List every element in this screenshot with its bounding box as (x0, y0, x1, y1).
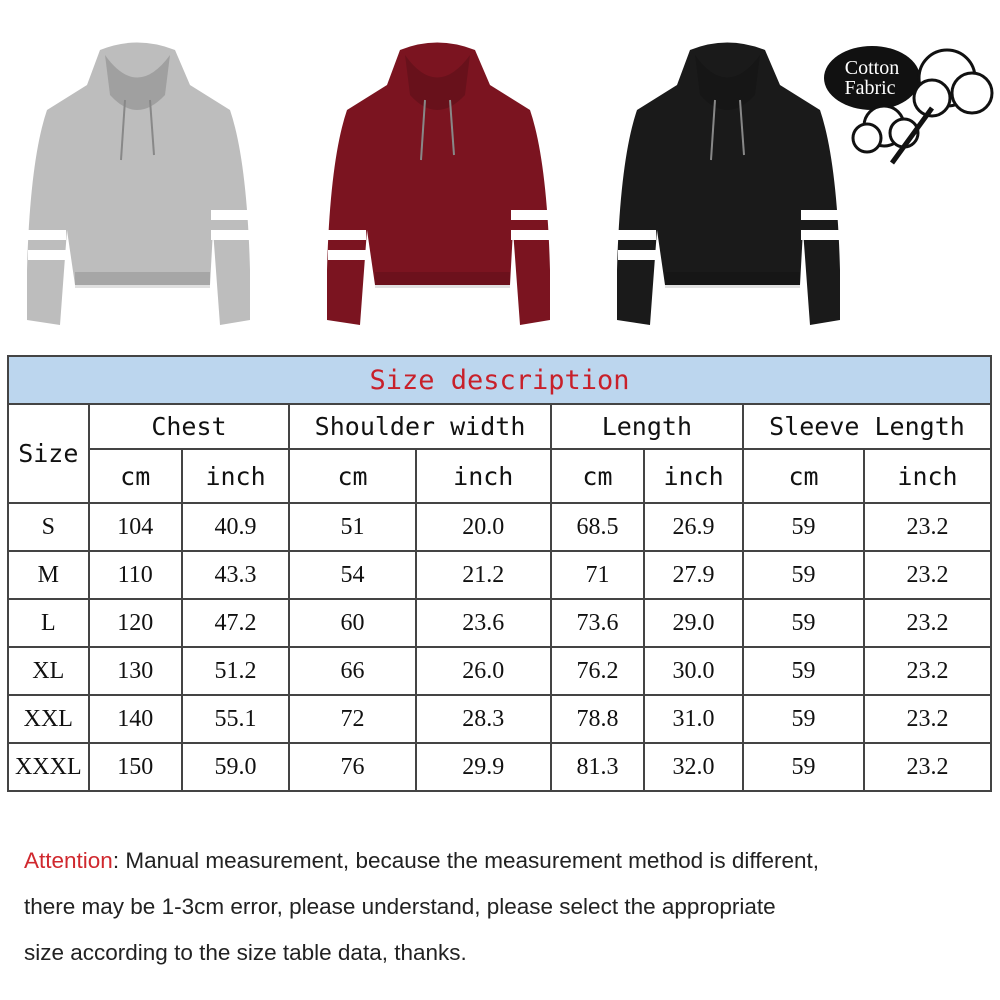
size-cell: M (7, 550, 90, 600)
size-cell: XXL (7, 694, 90, 744)
value-cell: 76.2 (549, 646, 646, 696)
group-header: Chest (87, 403, 291, 450)
value-cell: 26.9 (643, 502, 744, 552)
value-cell: 43.3 (180, 550, 291, 600)
value-cell: 23.6 (414, 598, 552, 648)
value-cell: 59 (741, 646, 866, 696)
attention-note: Attention: Manual measurement, because t… (24, 838, 994, 976)
value-cell: 73.6 (549, 598, 646, 648)
value-cell: 59 (741, 694, 866, 744)
unit-header: inch (180, 448, 291, 504)
value-cell: 29.0 (643, 598, 744, 648)
table-row: S 104 40.9 51 20.0 68.5 26.9 59 23.2 (7, 502, 992, 552)
value-cell: 27.9 (643, 550, 744, 600)
table-row: XXL 140 55.1 72 28.3 78.8 31.0 59 23.2 (7, 694, 992, 744)
value-cell: 72 (288, 694, 417, 744)
value-cell: 59 (741, 742, 866, 792)
value-cell: 23.2 (863, 598, 992, 648)
value-cell: 23.2 (863, 694, 992, 744)
size-cell: XXXL (7, 742, 90, 792)
unit-header: inch (863, 448, 992, 504)
value-cell: 23.2 (863, 502, 992, 552)
value-cell: 55.1 (180, 694, 291, 744)
value-cell: 47.2 (180, 598, 291, 648)
value-cell: 28.3 (414, 694, 552, 744)
unit-header: cm (288, 448, 417, 504)
cotton-fabric-badge: Cotton Fabric (824, 46, 994, 165)
value-cell: 20.0 (414, 502, 552, 552)
size-cell: XL (7, 646, 90, 696)
value-cell: 59.0 (180, 742, 291, 792)
value-cell: 66 (288, 646, 417, 696)
group-header: Length (549, 403, 744, 450)
value-cell: 23.2 (863, 742, 992, 792)
table-row: L 120 47.2 60 23.6 73.6 29.0 59 23.2 (7, 598, 992, 648)
black-hoodie (617, 42, 840, 325)
value-cell: 78.8 (549, 694, 646, 744)
attention-label: Attention (24, 848, 113, 873)
value-cell: 51 (288, 502, 417, 552)
value-cell: 104 (87, 502, 183, 552)
value-cell: 29.9 (414, 742, 552, 792)
value-cell: 81.3 (549, 742, 646, 792)
unit-header: cm (549, 448, 646, 504)
size-cell: L (7, 598, 90, 648)
size-table: Size description Size Chest Shoulder wid… (7, 355, 993, 792)
table-row: XL 130 51.2 66 26.0 76.2 30.0 59 23.2 (7, 646, 992, 696)
value-cell: 23.2 (863, 646, 992, 696)
note-line: there may be 1-3cm error, please underst… (24, 894, 776, 919)
value-cell: 71 (549, 550, 646, 600)
value-cell: 30.0 (643, 646, 744, 696)
gray-hoodie (27, 42, 250, 325)
value-cell: 120 (87, 598, 183, 648)
value-cell: 40.9 (180, 502, 291, 552)
value-cell: 110 (87, 550, 183, 600)
value-cell: 51.2 (180, 646, 291, 696)
size-cell: S (7, 502, 90, 552)
burgundy-hoodie (327, 42, 550, 325)
value-cell: 140 (87, 694, 183, 744)
table-title: Size description (7, 355, 992, 405)
cotton-flower-icon (851, 48, 994, 165)
note-line: size according to the size table data, t… (24, 940, 467, 965)
value-cell: 59 (741, 598, 866, 648)
unit-header: inch (414, 448, 552, 504)
value-cell: 59 (741, 550, 866, 600)
size-header: Size (7, 403, 90, 504)
value-cell: 76 (288, 742, 417, 792)
unit-header: cm (87, 448, 183, 504)
value-cell: 32.0 (643, 742, 744, 792)
value-cell: 68.5 (549, 502, 646, 552)
value-cell: 60 (288, 598, 417, 648)
value-cell: 31.0 (643, 694, 744, 744)
group-header: Shoulder width (288, 403, 552, 450)
table-row: XXXL 150 59.0 76 29.9 81.3 32.0 59 23.2 (7, 742, 992, 792)
value-cell: 54 (288, 550, 417, 600)
value-cell: 150 (87, 742, 183, 792)
group-header: Sleeve Length (741, 403, 993, 450)
svg-text:Fabric: Fabric (844, 77, 895, 99)
value-cell: 130 (87, 646, 183, 696)
value-cell: 26.0 (414, 646, 552, 696)
unit-header: cm (741, 448, 866, 504)
value-cell: 21.2 (414, 550, 552, 600)
table-row: M 110 43.3 54 21.2 71 27.9 59 23.2 (7, 550, 992, 600)
svg-text:Cotton: Cotton (845, 57, 899, 79)
unit-header: inch (643, 448, 744, 504)
note-line: : Manual measurement, because the measur… (112, 848, 820, 873)
value-cell: 59 (741, 502, 866, 552)
value-cell: 23.2 (863, 550, 992, 600)
